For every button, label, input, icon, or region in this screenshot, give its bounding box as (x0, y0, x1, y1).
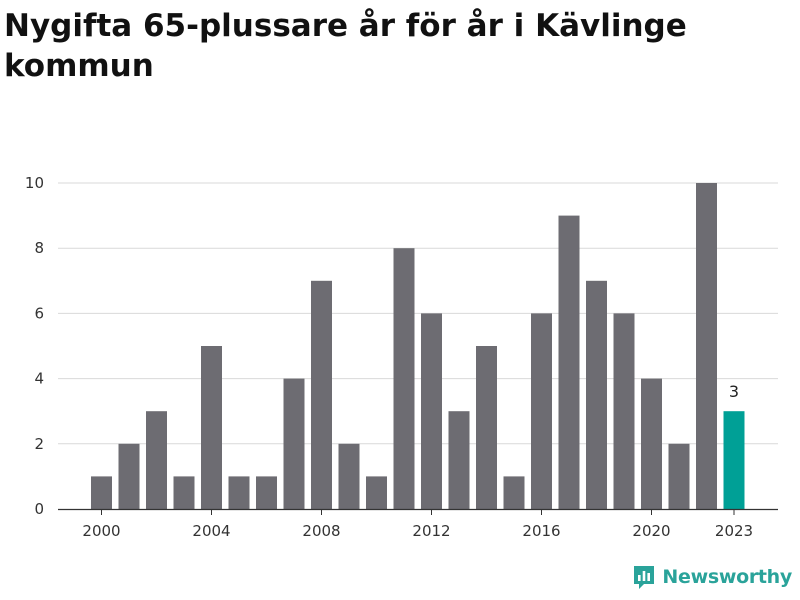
bar (228, 476, 250, 509)
x-tick-label: 2000 (82, 522, 120, 540)
bar (613, 313, 635, 509)
bar (311, 280, 332, 509)
brand-name: Newsworthy (662, 566, 792, 588)
bar (448, 411, 470, 509)
y-tick-label: 8 (34, 239, 44, 257)
bar (668, 443, 690, 509)
bar (696, 183, 717, 509)
y-tick-label: 2 (34, 435, 44, 453)
bar (421, 313, 442, 509)
data-label: 3 (729, 382, 739, 401)
bar (118, 443, 140, 509)
bar (476, 346, 497, 509)
bar (201, 346, 222, 509)
x-tick-label: 2012 (412, 522, 450, 540)
brand: Newsworthy (632, 564, 792, 590)
chart-title: Nygifta 65-plussare år för år i Kävlinge… (4, 8, 687, 84)
x-tick-label: 2023 (715, 522, 753, 540)
bar (256, 476, 277, 509)
newsworthy-logo-icon (634, 566, 655, 589)
y-tick-label: 4 (34, 370, 44, 388)
y-tick-label: 0 (34, 500, 44, 518)
y-tick-label: 6 (34, 304, 44, 322)
bar-highlight (723, 411, 745, 509)
bar (146, 411, 167, 509)
bar (283, 378, 305, 509)
bar (173, 476, 195, 509)
x-tick-label: 2020 (632, 522, 670, 540)
bar (558, 215, 580, 509)
y-tick-label: 10 (25, 174, 44, 192)
bar (338, 443, 360, 509)
bar (531, 313, 552, 509)
bar (503, 476, 525, 509)
bar (91, 476, 112, 509)
bar (366, 476, 387, 509)
bar (393, 248, 415, 509)
bar (586, 280, 607, 509)
bar (641, 378, 662, 509)
x-tick-label: 2004 (192, 522, 230, 540)
x-tick-label: 2016 (522, 522, 560, 540)
x-tick-label: 2008 (302, 522, 340, 540)
